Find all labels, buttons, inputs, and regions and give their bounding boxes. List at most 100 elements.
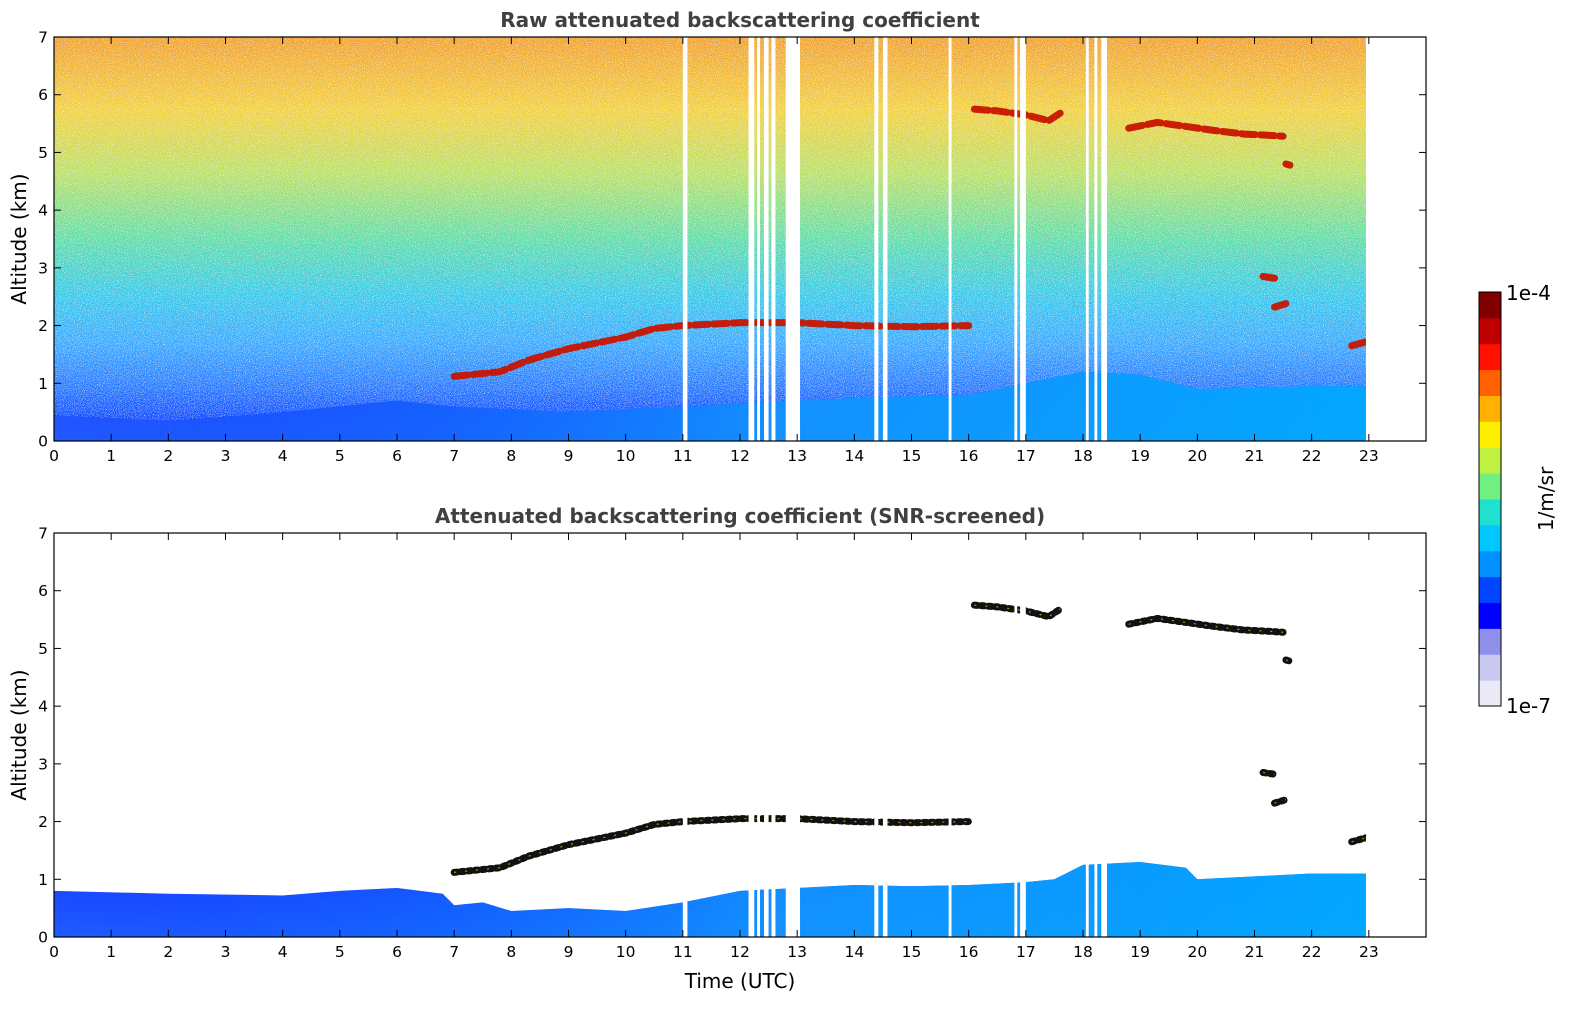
data-gap — [771, 533, 776, 937]
x-tick-label: 7 — [449, 943, 459, 961]
colorbar-max-label: 1e-4 — [1506, 281, 1551, 305]
boundary-layer-shading — [54, 371, 1366, 441]
y-tick-label: 4 — [38, 698, 48, 716]
cloud-fragment-edge — [1262, 771, 1275, 775]
data-gap — [757, 37, 761, 441]
y-tick-label: 3 — [38, 259, 48, 277]
heatmap-area — [54, 37, 1426, 441]
x-tick-label: 17 — [1016, 943, 1036, 961]
cirrus-cloud-2 — [1125, 614, 1287, 636]
y-tick-label: 1 — [38, 375, 48, 393]
data-gap — [1085, 37, 1089, 441]
colorbar-step — [1479, 421, 1501, 448]
colorbar-step — [1479, 447, 1501, 474]
raw-backscatter-panel: Raw attenuated backscattering coefficien… — [7, 8, 1427, 465]
data-gap — [1094, 37, 1098, 441]
x-tick-label: 19 — [1130, 943, 1150, 961]
y-tick-label: 2 — [38, 317, 48, 335]
snr-screened-panel: Attenuated backscattering coefficient (S… — [7, 504, 1427, 993]
no-data-region — [1365, 37, 1426, 441]
colorbar-step — [1479, 628, 1501, 655]
data-gap — [764, 533, 769, 937]
data-gap — [874, 533, 879, 937]
colorbar-step — [1479, 317, 1501, 345]
x-tick-label: 9 — [564, 943, 574, 961]
y-axis: 0 1 2 3 4 5 6 7 — [38, 29, 1426, 451]
y-axis: 0 1 2 3 4 5 6 7 — [38, 525, 1426, 947]
x-axis: 0 1 2 3 4 5 6 7 8 9 10 11 12 13 14 15 16 17 18 19 20 21 22 23 — [49, 533, 1379, 961]
x-tick-label: 16 — [959, 943, 979, 961]
x-tick-label: 13 — [787, 943, 807, 961]
x-tick-label: 15 — [902, 943, 922, 961]
y-tick-label: 7 — [38, 525, 48, 543]
elevated-aerosol-layer — [450, 319, 973, 380]
x-tick-label: 0 — [49, 943, 59, 961]
x-tick-label: 19 — [1130, 447, 1150, 465]
cloud-fragment — [1259, 273, 1279, 282]
x-axis-label: Time (UTC) — [684, 969, 796, 993]
colorbar-frame — [1478, 291, 1502, 707]
y-tick-label: 3 — [38, 755, 48, 773]
x-tick-label: 6 — [392, 447, 402, 465]
x-tick-label: 23 — [1359, 943, 1379, 961]
colorbar-step — [1479, 499, 1501, 526]
data-gap — [682, 37, 688, 441]
data-gap — [1101, 37, 1108, 441]
data-gap — [1101, 533, 1108, 937]
x-tick-label: 1 — [106, 943, 116, 961]
y-tick-label: 0 — [38, 929, 48, 947]
colorbar-step — [1479, 524, 1501, 552]
data-gap — [1014, 533, 1018, 937]
heatmap-area — [54, 533, 1426, 937]
data-gap — [948, 37, 952, 441]
data-gap — [948, 533, 952, 937]
data-gap — [682, 533, 688, 937]
x-tick-label: 13 — [787, 447, 807, 465]
data-gap — [1094, 533, 1098, 937]
data-gap — [1085, 533, 1089, 937]
colorbar-step — [1479, 473, 1501, 500]
x-tick-label: 18 — [1073, 943, 1093, 961]
noise-overlay — [54, 37, 1366, 441]
y-tick-label: 6 — [38, 582, 48, 600]
cloud-fragment — [1348, 338, 1370, 350]
x-tick-label: 4 — [278, 447, 288, 465]
colorbar-step — [1479, 292, 1501, 319]
x-tick-label: 3 — [221, 447, 231, 465]
data-gap — [874, 37, 879, 441]
x-tick-label: 10 — [616, 447, 636, 465]
x-tick-label: 16 — [959, 447, 979, 465]
x-tick-label: 18 — [1073, 447, 1093, 465]
data-gap — [1020, 533, 1026, 937]
data-gap — [757, 533, 761, 937]
elevated-aerosol-layer-edge — [454, 818, 969, 873]
x-tick-label: 5 — [335, 447, 345, 465]
y-tick-label: 7 — [38, 29, 48, 47]
x-tick-label: 1 — [106, 447, 116, 465]
y-tick-label: 2 — [38, 813, 48, 831]
x-tick-label: 2 — [163, 943, 173, 961]
panel-title: Attenuated backscattering coefficient (S… — [435, 504, 1045, 528]
x-tick-label: 8 — [506, 943, 516, 961]
x-tick-label: 7 — [449, 447, 459, 465]
x-tick-label: 11 — [673, 447, 693, 465]
data-gap — [1020, 37, 1026, 441]
y-tick-label: 5 — [38, 144, 48, 162]
x-tick-label: 12 — [730, 943, 750, 961]
data-gap — [785, 533, 801, 937]
x-tick-label: 6 — [392, 943, 402, 961]
cirrus-cloud-2 — [1125, 118, 1287, 140]
colorbar-min-label: 1e-7 — [1506, 694, 1551, 718]
boundary-layer-shading — [54, 861, 1366, 937]
colorbar-step — [1479, 369, 1501, 396]
x-tick-label: 20 — [1187, 447, 1207, 465]
colorbar: 1e-4 1e-7 1/m/sr — [1478, 281, 1558, 718]
data-gap — [748, 533, 755, 937]
x-tick-label: 3 — [221, 943, 231, 961]
y-tick-label: 5 — [38, 640, 48, 658]
x-axis: 0 1 2 3 4 5 6 7 8 9 10 11 12 13 14 15 16 17 18 19 20 21 22 23 — [49, 37, 1379, 465]
x-tick-label: 22 — [1302, 447, 1322, 465]
y-tick-label: 4 — [38, 202, 48, 220]
x-tick-label: 21 — [1245, 943, 1265, 961]
